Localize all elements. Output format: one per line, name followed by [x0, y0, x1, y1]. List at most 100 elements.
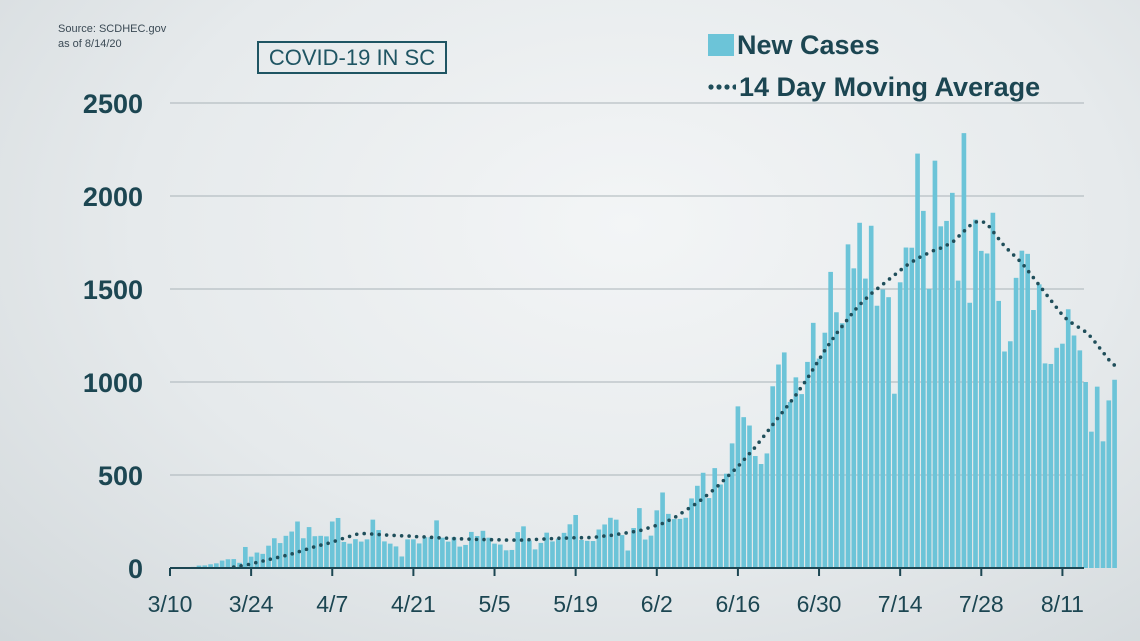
bar [932, 160, 938, 568]
x-tick-label: 5/19 [553, 591, 598, 617]
bar [532, 549, 538, 568]
bar [428, 537, 434, 568]
bar [596, 529, 602, 568]
bar [225, 559, 231, 568]
x-tick-label: 7/28 [959, 591, 1004, 617]
bar [434, 520, 439, 568]
legend-item-moving-average: 14 Day Moving Average [708, 66, 1040, 108]
bar [526, 540, 532, 568]
bar [1025, 253, 1030, 568]
bar [196, 565, 202, 568]
legend-label-moving-average: 14 Day Moving Average [739, 71, 1041, 102]
bar [1106, 400, 1112, 568]
bar [387, 543, 393, 568]
y-tick-label: 0 [128, 554, 143, 584]
bar [243, 546, 248, 568]
bar [1089, 431, 1094, 568]
bar [358, 541, 364, 568]
legend-label-new-cases: New Cases [737, 29, 880, 60]
chart-title: COVID-19 IN SC [257, 41, 447, 74]
bar [451, 537, 457, 568]
bar [1112, 379, 1117, 568]
bar [393, 546, 399, 568]
bar [944, 220, 949, 568]
bar [770, 386, 775, 568]
bar [938, 226, 944, 568]
bar [283, 535, 289, 568]
bar [978, 250, 984, 568]
bar [752, 456, 758, 568]
y-tick-label: 500 [98, 461, 143, 491]
bar [399, 556, 405, 568]
x-axis: 3/10 3/24 4/7 4/21 5/5 5/19 6/2 6/16 6/30 7/14 7/2… [148, 568, 1084, 617]
bar [202, 565, 208, 568]
bar [689, 498, 694, 568]
x-tick-label: 8/11 [1041, 591, 1084, 617]
bar [1094, 386, 1100, 568]
bar [648, 535, 654, 568]
legend: New Cases 14 Day Moving Average [708, 24, 1040, 108]
bar [422, 537, 428, 568]
bar [915, 153, 920, 569]
bar [416, 543, 422, 568]
bar [683, 517, 689, 568]
bar [973, 219, 978, 568]
bar [1002, 351, 1007, 568]
bar [868, 225, 874, 568]
bar [712, 468, 718, 568]
bar [295, 521, 300, 568]
bar [810, 322, 816, 568]
bar [874, 305, 880, 568]
bar [660, 492, 665, 568]
bar [718, 484, 723, 568]
bar [219, 560, 225, 568]
bar-series [185, 133, 1117, 569]
bar [341, 541, 347, 568]
bar [996, 300, 1002, 568]
bar [677, 518, 683, 568]
legend-bar-swatch [708, 34, 734, 56]
bar [335, 517, 341, 568]
bar [828, 271, 833, 568]
bar [608, 517, 613, 568]
bar [921, 210, 926, 568]
bar [573, 514, 578, 568]
bar [776, 364, 781, 568]
bar [1013, 277, 1019, 568]
x-tick-label: 4/7 [316, 591, 348, 617]
bar [822, 332, 828, 568]
bar [492, 543, 497, 568]
bar [909, 247, 915, 568]
y-axis: 0 500 1000 1500 2000 2500 [83, 89, 143, 584]
bar [544, 532, 549, 568]
bar [799, 394, 804, 568]
bar [555, 538, 561, 568]
bar [503, 550, 509, 568]
bar [457, 546, 463, 568]
bar [666, 513, 671, 568]
bar [729, 443, 735, 568]
bar [863, 278, 868, 568]
bar [897, 282, 903, 568]
gridlines [170, 102, 1084, 476]
bar [248, 556, 254, 568]
bar [950, 192, 955, 568]
bar [1077, 350, 1083, 568]
bar [509, 549, 515, 568]
bar [631, 528, 636, 568]
bar [590, 541, 596, 568]
bar [364, 539, 370, 568]
x-tick-label: 4/21 [391, 591, 436, 617]
source-note: Source: SCDHEC.gov as of 8/14/20 [58, 22, 166, 52]
bar [1031, 310, 1036, 568]
bar [839, 323, 845, 568]
bar [382, 541, 387, 568]
bar [353, 539, 358, 568]
x-tick-label: 6/16 [716, 591, 761, 617]
bar [550, 541, 555, 568]
bar [497, 544, 503, 568]
bar [376, 530, 381, 568]
y-tick-label: 1500 [83, 275, 143, 305]
x-tick-label: 7/14 [878, 591, 923, 617]
